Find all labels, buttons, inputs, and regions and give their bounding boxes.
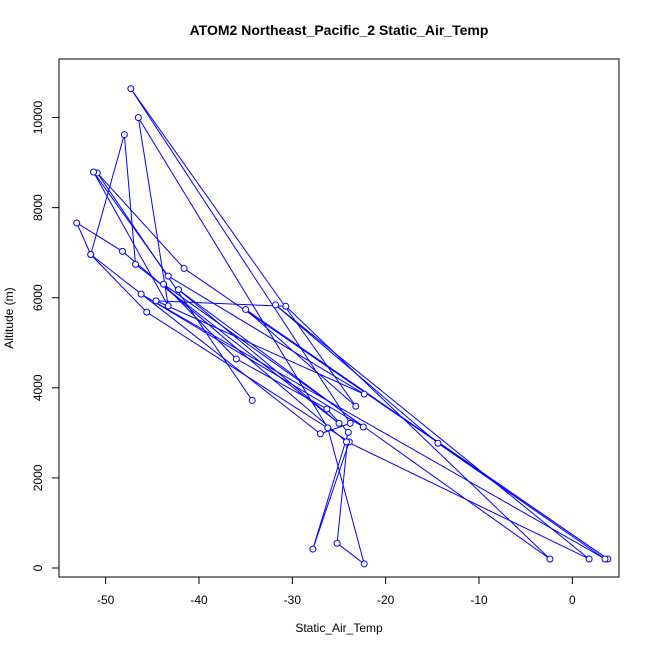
series-segment: [122, 250, 347, 443]
series-segment: [163, 283, 551, 560]
data-series: [73, 85, 612, 568]
series-segment: [123, 134, 137, 265]
series-segment: [90, 134, 125, 255]
y-tick-label: 0: [31, 564, 45, 571]
data-point: [232, 355, 240, 363]
data-point: [134, 114, 142, 122]
series-segment: [275, 304, 590, 560]
series-segment: [96, 172, 185, 269]
x-tick-label: -20: [377, 593, 395, 607]
series-segment: [146, 311, 350, 443]
x-tick-label: 0: [569, 593, 576, 607]
y-tick-label: 2000: [31, 464, 45, 491]
data-point: [344, 428, 352, 436]
series-segment: [336, 441, 348, 544]
data-point: [143, 308, 151, 316]
series-segment: [155, 300, 365, 395]
data-point: [342, 438, 350, 446]
data-point: [323, 405, 331, 413]
data-point: [601, 555, 609, 563]
plot-frame: [58, 58, 620, 578]
data-point: [309, 545, 317, 553]
y-tick-label: 10000: [31, 101, 45, 135]
series-segment: [140, 293, 606, 560]
data-point: [90, 168, 98, 176]
data-point: [120, 131, 128, 139]
data-point: [335, 419, 343, 427]
data-point: [174, 286, 182, 294]
y-tick-label: 6000: [31, 284, 45, 311]
x-axis: -50 -40 -30 -20 -10 0: [97, 576, 576, 607]
data-point: [359, 423, 367, 431]
series-segment: [96, 172, 253, 401]
series-segment: [137, 117, 169, 306]
series-segment: [236, 358, 328, 410]
series-segment: [130, 88, 357, 407]
series-segment: [245, 309, 357, 407]
series-segment: [336, 542, 365, 565]
series-segment: [312, 441, 350, 550]
chart-title: ATOM2 Northeast_Pacific_2 Static_Air_Tem…: [190, 22, 489, 38]
x-axis-label: Static_Air_Temp: [295, 621, 383, 635]
series-segment: [178, 289, 340, 424]
x-tick-label: -50: [97, 593, 115, 607]
data-point: [87, 250, 95, 258]
y-tick-label: 8000: [31, 194, 45, 221]
data-point: [360, 560, 368, 568]
data-point: [242, 305, 250, 313]
series-segment: [285, 305, 551, 560]
data-point: [352, 402, 360, 410]
data-point: [316, 430, 324, 438]
data-point: [160, 280, 168, 288]
data-point: [346, 419, 354, 427]
series-segment: [90, 254, 321, 435]
series-segment: [90, 254, 148, 313]
data-point: [360, 390, 368, 398]
data-point: [132, 260, 140, 268]
series-segment: [312, 432, 349, 550]
data-point: [282, 302, 290, 310]
series-segment: [130, 88, 351, 424]
data-point: [333, 539, 341, 547]
series-segment: [156, 300, 286, 307]
data-point: [248, 396, 256, 404]
data-point: [73, 219, 81, 227]
data-point: [127, 85, 135, 93]
data-point: [434, 439, 442, 447]
series-segment: [93, 171, 169, 307]
series-segment: [76, 222, 123, 252]
data-point: [585, 555, 593, 563]
series-segment: [437, 442, 606, 560]
x-tick-label: -30: [284, 593, 302, 607]
series-segment: [320, 422, 351, 435]
data-point: [118, 247, 126, 255]
y-axis: 0 2000 4000 6000 8000 10000: [31, 101, 60, 571]
series-segment: [140, 293, 364, 428]
data-point: [137, 290, 145, 298]
data-point: [324, 424, 332, 432]
y-axis-label: Altitude (m): [2, 287, 16, 348]
data-point: [164, 302, 172, 310]
series-segment: [167, 275, 365, 395]
data-point: [272, 301, 280, 309]
x-tick-label: -10: [470, 593, 488, 607]
data-point: [546, 555, 554, 563]
series-segment: [93, 171, 169, 277]
series-segment: [327, 427, 365, 565]
y-tick-label: 4000: [31, 374, 45, 401]
data-point: [180, 264, 188, 272]
data-point: [164, 272, 172, 280]
x-tick-label: -40: [190, 593, 208, 607]
series-segment: [137, 117, 329, 429]
series-segment: [76, 222, 92, 255]
data-point: [152, 297, 160, 305]
